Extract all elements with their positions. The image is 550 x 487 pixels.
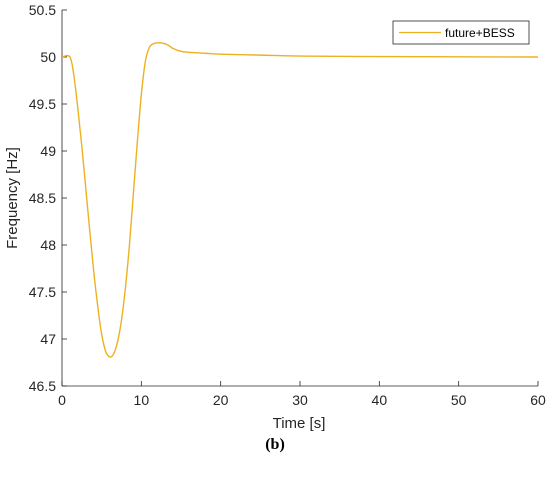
series-layer — [61, 42, 539, 358]
y-tick-label: 48 — [40, 237, 56, 253]
y-tick-label: 48.5 — [29, 190, 56, 206]
x-tick-label: 0 — [58, 392, 66, 408]
plot-area — [61, 10, 538, 387]
y-tick-label: 50 — [40, 49, 56, 65]
legend-box — [392, 20, 530, 45]
x-tick-label: 20 — [213, 392, 229, 408]
x-tick-label: 10 — [134, 392, 150, 408]
x-tick-label: 30 — [292, 392, 308, 408]
legend: future+BESS — [392, 20, 530, 45]
legend-label-future-bess: future+BESS — [445, 26, 515, 40]
x-tick-label: 40 — [372, 392, 388, 408]
y-tick-label: 47 — [40, 331, 56, 347]
y-axis-ticks: 46.5 47 47.5 48 48.5 49 49.5 50 50.5 — [29, 2, 67, 394]
y-tick-label: 46.5 — [29, 378, 56, 394]
figure-caption: (b) — [265, 436, 285, 453]
y-axis-label: Frequency [Hz] — [4, 147, 21, 249]
x-axis-ticks: 0 10 20 30 40 50 60 — [58, 381, 546, 408]
series-line-future-bess — [61, 42, 539, 358]
y-tick-label: 47.5 — [29, 284, 56, 300]
y-tick-label: 49 — [40, 143, 56, 159]
x-tick-label: 60 — [530, 392, 546, 408]
x-axis-label: Time [s] — [273, 415, 326, 432]
plot-background — [62, 10, 538, 386]
x-tick-label: 50 — [451, 392, 467, 408]
y-tick-label: 50.5 — [29, 2, 56, 18]
y-tick-label: 49.5 — [29, 96, 56, 112]
